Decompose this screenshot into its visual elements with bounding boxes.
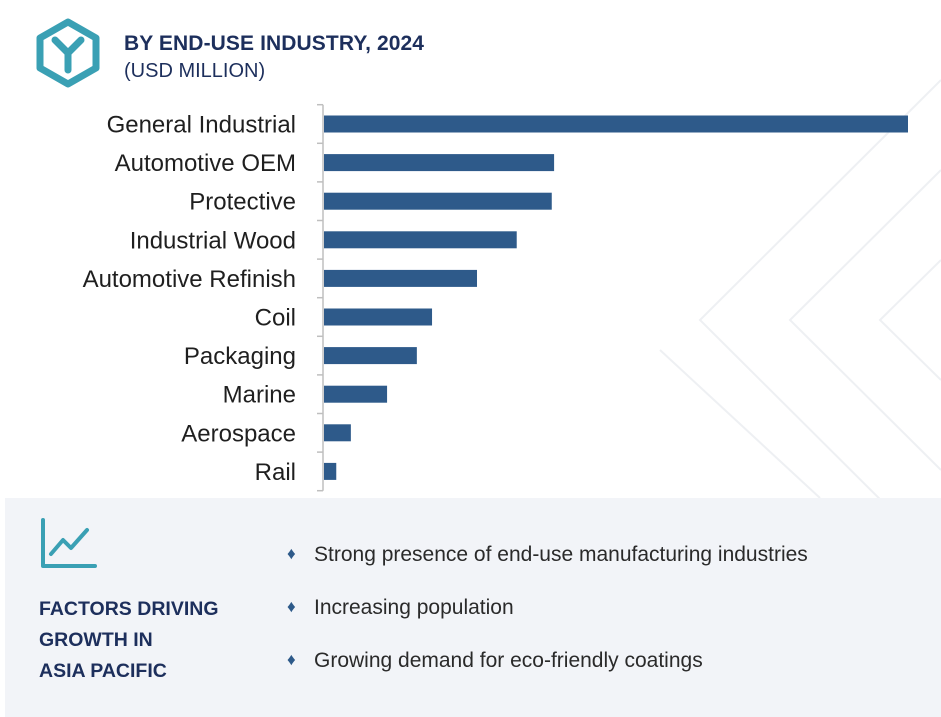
factor-text: Growing demand for eco-friendly coatings [314, 649, 703, 672]
factors-panel: FACTORS DRIVING GROWTH IN ASIA PACIFIC ♦… [5, 498, 941, 717]
category-label: Marine [223, 382, 296, 409]
bar-protective [324, 192, 552, 210]
factor-text: Increasing population [314, 596, 514, 619]
factor-item: ♦ Strong presence of end-use manufacturin… [287, 543, 808, 567]
bar-packaging [324, 347, 417, 365]
line-chart-icon [41, 518, 97, 568]
bar-coil [324, 308, 433, 326]
chart-title: BY END-USE INDUSTRY, 2024 [124, 32, 425, 55]
factors-title-line: ASIA PACIFIC [39, 660, 167, 682]
category-label: Protective [189, 189, 296, 216]
bar-automotive-oem [324, 154, 555, 172]
category-label: Rail [255, 459, 296, 486]
bar-chart: General Industrial Automotive OEM Protecti… [83, 103, 908, 492]
category-label: Industrial Wood [130, 227, 296, 254]
category-label: General Industrial [107, 112, 296, 139]
bar-rail [324, 462, 337, 480]
chart-subtitle: (USD MILLION) [124, 60, 266, 82]
bar-industrial-wood [324, 231, 517, 249]
diamond-bullet-icon: ♦ [287, 544, 296, 563]
category-label: Automotive OEM [115, 150, 296, 177]
factors-title-line: FACTORS DRIVING [39, 598, 219, 620]
bar-aerospace [324, 424, 351, 442]
bar-general-industrial [324, 115, 908, 133]
factor-text: Strong presence of end-use manufacturing… [314, 543, 808, 566]
category-label: Packaging [184, 343, 296, 370]
category-label: Aerospace [181, 420, 296, 447]
diamond-bullet-icon: ♦ [287, 650, 296, 669]
bar-marine [324, 385, 388, 403]
diamond-bullet-icon: ♦ [287, 597, 296, 616]
category-label: Automotive Refinish [83, 266, 296, 293]
category-label: Coil [255, 305, 296, 332]
bar-automotive-refinish [324, 269, 478, 287]
factor-item: ♦ Increasing population [287, 596, 514, 620]
y-hexagon-logo-icon [36, 18, 100, 88]
factors-title: FACTORS DRIVING GROWTH IN ASIA PACIFIC [39, 594, 269, 687]
factors-title-line: GROWTH IN [39, 629, 153, 651]
factor-item: ♦ Growing demand for eco-friendly coating… [287, 649, 703, 673]
